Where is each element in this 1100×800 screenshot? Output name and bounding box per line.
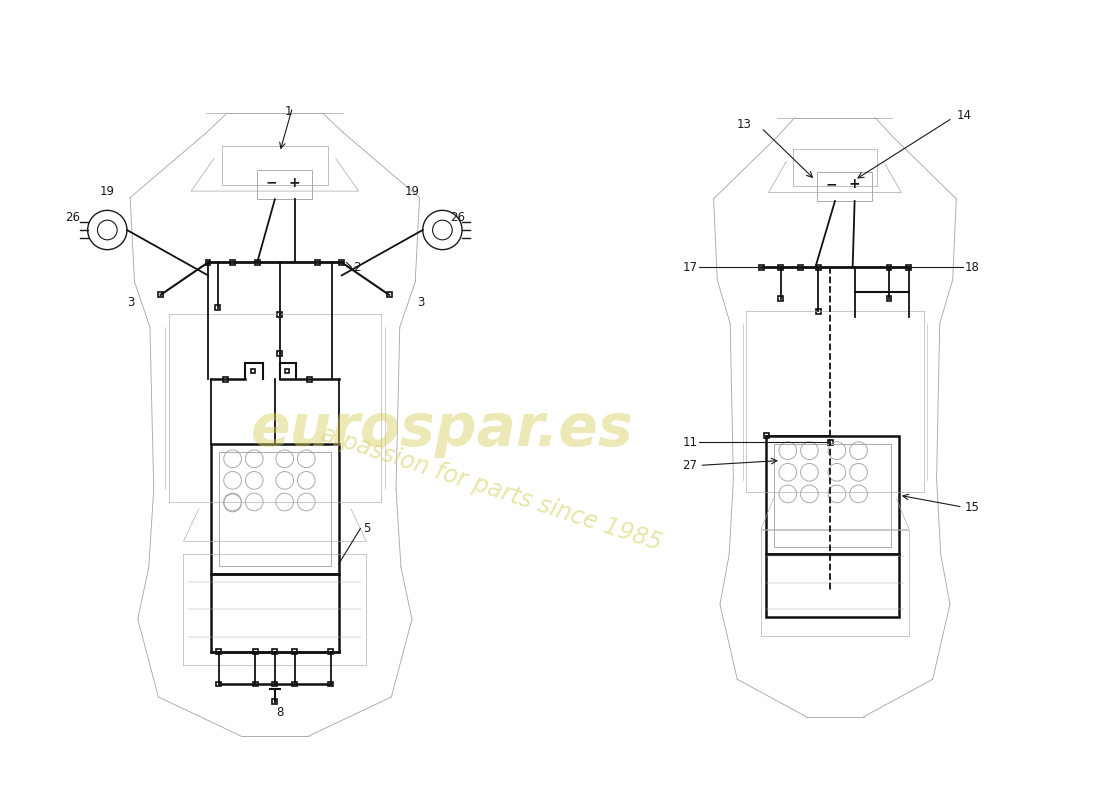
Text: 19: 19 [405, 185, 419, 198]
Text: 5: 5 [363, 522, 371, 535]
Bar [273, 699, 277, 704]
Bar [767, 436, 899, 554]
Text: 18: 18 [965, 261, 979, 274]
Text: 15: 15 [965, 501, 979, 514]
Bar [293, 682, 297, 686]
Bar [816, 309, 821, 314]
Bar [887, 265, 891, 270]
Text: 2: 2 [353, 261, 361, 274]
Bar [329, 649, 333, 654]
Text: +: + [288, 176, 300, 190]
Bar [253, 682, 257, 686]
Bar [329, 682, 333, 686]
Bar [217, 682, 221, 686]
Bar [816, 265, 821, 270]
Bar [230, 260, 235, 265]
Text: 27: 27 [682, 459, 697, 472]
Bar [315, 260, 320, 265]
Bar [211, 574, 339, 651]
Text: a passion for parts since 1985: a passion for parts since 1985 [318, 422, 664, 555]
Bar [206, 260, 210, 265]
Bar [255, 260, 260, 265]
Bar [285, 369, 288, 373]
Bar [339, 260, 344, 265]
Bar [763, 434, 769, 438]
Bar [887, 296, 891, 301]
Bar [386, 293, 392, 298]
Bar [273, 682, 277, 686]
Text: 13: 13 [737, 118, 751, 131]
Bar [759, 265, 763, 270]
Text: 26: 26 [450, 210, 465, 223]
Bar [219, 452, 331, 566]
Text: 8: 8 [276, 706, 284, 718]
Bar [257, 170, 312, 199]
Bar [767, 554, 899, 617]
Text: −: − [825, 178, 837, 191]
Text: 26: 26 [65, 210, 80, 223]
Text: 3: 3 [417, 296, 425, 310]
Bar [277, 350, 283, 356]
Bar [211, 444, 339, 574]
Text: eurospar.es: eurospar.es [251, 401, 634, 458]
Text: 3: 3 [128, 296, 134, 310]
Bar [799, 265, 803, 270]
Bar [827, 440, 833, 445]
Bar [158, 293, 163, 298]
Text: +: + [849, 178, 860, 191]
Bar [293, 649, 297, 654]
Text: 11: 11 [682, 436, 697, 449]
Bar [779, 296, 783, 301]
Text: 19: 19 [100, 185, 114, 198]
Bar [817, 171, 872, 201]
Bar [217, 649, 221, 654]
Bar [253, 649, 257, 654]
Bar [273, 649, 277, 654]
Bar [251, 369, 255, 373]
Bar [307, 377, 311, 382]
Bar [779, 265, 783, 270]
Bar [774, 444, 891, 546]
Text: 14: 14 [956, 109, 971, 122]
Bar [223, 377, 228, 382]
Text: 1: 1 [285, 106, 293, 118]
Text: 17: 17 [682, 261, 697, 274]
Text: −: − [265, 176, 277, 190]
Bar [277, 312, 283, 317]
Bar [906, 265, 911, 270]
Bar [216, 306, 220, 310]
